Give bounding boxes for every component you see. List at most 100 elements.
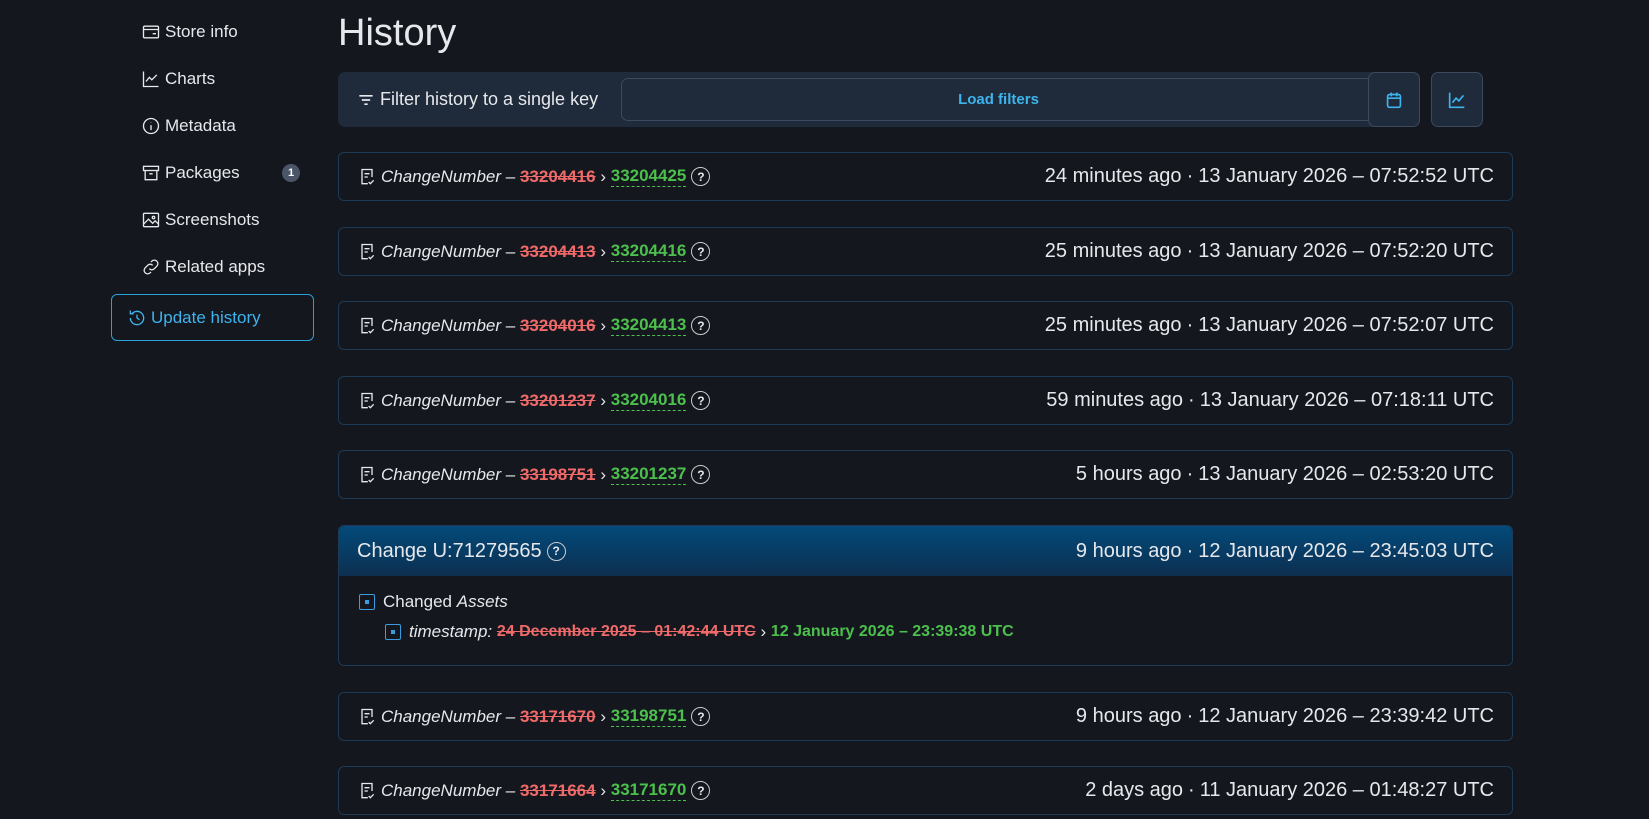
sidebar-item-label: Related apps xyxy=(165,257,266,276)
dash: – xyxy=(505,241,516,261)
changed-section: Changed Assets xyxy=(339,592,1512,612)
sidebar-item-packages[interactable]: Packages 1 xyxy=(126,153,314,193)
separator: · xyxy=(1186,539,1194,562)
separator: · xyxy=(1186,463,1194,485)
separator: · xyxy=(1186,705,1194,727)
page-title: History xyxy=(338,12,457,54)
history-row: ChangeNumber – 33201237 › 33204016? 59 m… xyxy=(338,376,1513,425)
timestamp: 11 January 2026 – 01:48:27 UTC xyxy=(1199,779,1494,801)
change-title: Change U:71279565 xyxy=(357,539,542,562)
timestamp: 13 January 2026 – 07:52:52 UTC xyxy=(1198,165,1494,187)
package-icon xyxy=(142,165,160,181)
timestamp: 12 January 2026 – 23:39:42 UTC xyxy=(1198,705,1494,727)
key-name: ChangeNumber xyxy=(381,315,502,335)
sidebar-item-label: Charts xyxy=(165,69,216,88)
sidebar-item-label: Metadata xyxy=(165,116,236,135)
key-name: ChangeNumber xyxy=(381,780,502,800)
old-value: 33198751 xyxy=(519,464,596,484)
new-value[interactable]: 33204416 xyxy=(610,241,687,262)
arrow: › xyxy=(600,241,606,261)
help-icon[interactable]: ? xyxy=(691,465,711,484)
sidebar-item-related-apps[interactable]: Related apps xyxy=(126,247,314,287)
timestamp: 13 January 2026 – 07:52:20 UTC xyxy=(1198,240,1494,262)
link-icon xyxy=(143,259,159,275)
old-value: 33204416 xyxy=(519,166,596,186)
help-icon[interactable]: ? xyxy=(691,391,711,410)
calendar-button[interactable] xyxy=(1368,72,1420,127)
time-ago: 59 minutes ago xyxy=(1046,389,1184,411)
square-dot-icon xyxy=(359,594,375,610)
arrow: › xyxy=(600,780,606,800)
new-value: 12 January 2026 – 23:39:38 UTC xyxy=(770,623,1014,640)
field-key: timestamp: xyxy=(409,622,493,641)
key-name: ChangeNumber xyxy=(381,241,502,261)
new-value[interactable]: 33204016 xyxy=(610,390,687,411)
time-ago: 9 hours ago xyxy=(1075,705,1182,727)
store-icon xyxy=(142,25,160,39)
history-row: ChangeNumber – 33204016 › 33204413? 25 m… xyxy=(338,301,1513,350)
help-icon[interactable]: ? xyxy=(691,781,711,800)
filter-bar: Filter history to a single key Load filt… xyxy=(338,72,1384,127)
document-check-icon xyxy=(361,708,375,725)
changed-field: timestamp: 24 December 2025 – 01:42:44 U… xyxy=(339,622,1512,642)
old-value: 33204016 xyxy=(519,315,596,335)
sidebar-item-label: Packages xyxy=(165,163,240,182)
new-value[interactable]: 33204413 xyxy=(610,315,687,336)
sidebar-item-label: Screenshots xyxy=(165,210,260,229)
document-check-icon xyxy=(361,243,375,260)
help-icon[interactable]: ? xyxy=(691,316,711,335)
help-icon[interactable]: ? xyxy=(691,707,711,726)
timestamp: 13 January 2026 – 07:52:07 UTC xyxy=(1198,314,1494,336)
new-value[interactable]: 33204425 xyxy=(610,166,687,187)
history-row: ChangeNumber – 33171664 › 33171670? 2 da… xyxy=(338,766,1513,815)
change-header: Change U:71279565? 9 hours ago · 12 Januar… xyxy=(339,526,1512,576)
new-value[interactable]: 33201237 xyxy=(610,464,687,485)
arrow: › xyxy=(600,390,606,410)
new-value[interactable]: 33198751 xyxy=(610,706,687,727)
document-check-icon xyxy=(361,317,375,334)
history-row: ChangeNumber – 33171670 › 33198751? 9 ho… xyxy=(338,692,1513,741)
square-dot-icon xyxy=(385,624,401,640)
help-icon[interactable]: ? xyxy=(546,541,566,561)
separator: · xyxy=(1186,165,1194,187)
sidebar-item-screenshots[interactable]: Screenshots xyxy=(126,200,314,240)
sidebar-item-store-info[interactable]: Store info xyxy=(126,12,314,52)
calendar-icon xyxy=(1386,92,1402,108)
history-row: ChangeNumber – 33204416 › 33204425? 24 m… xyxy=(338,152,1513,201)
time-ago: 9 hours ago xyxy=(1075,539,1182,562)
new-value[interactable]: 33171670 xyxy=(610,780,687,801)
dash: – xyxy=(505,464,516,484)
dash: – xyxy=(505,315,516,335)
history-icon xyxy=(129,310,145,325)
changed-label: Changed xyxy=(383,592,453,611)
filter-label: Filter history to a single key xyxy=(380,89,599,109)
arrow: › xyxy=(600,315,606,335)
arrow: › xyxy=(600,464,606,484)
sidebar-item-label: Update history xyxy=(151,307,261,327)
time-ago: 25 minutes ago xyxy=(1044,314,1182,336)
info-icon xyxy=(142,117,160,135)
key-name: ChangeNumber xyxy=(381,390,502,410)
load-filters-button[interactable]: Load filters xyxy=(621,78,1376,121)
old-value: 24 December 2025 – 01:42:44 UTC xyxy=(496,623,756,640)
old-value: 33171670 xyxy=(519,706,596,726)
key-name: ChangeNumber xyxy=(381,166,502,186)
time-ago: 25 minutes ago xyxy=(1044,240,1182,262)
sidebar-item-metadata[interactable]: Metadata xyxy=(126,106,314,146)
chart-view-button[interactable] xyxy=(1431,72,1483,127)
key-name: ChangeNumber xyxy=(381,464,502,484)
time-ago: 5 hours ago xyxy=(1075,463,1182,485)
arrow: › xyxy=(600,706,606,726)
help-icon[interactable]: ? xyxy=(691,242,711,261)
time-ago: 24 minutes ago xyxy=(1044,165,1182,187)
history-row: ChangeNumber – 33198751 › 33201237? 5 ho… xyxy=(338,450,1513,499)
sidebar: Store info Charts Metadata Packages 1 Screens… xyxy=(111,12,314,348)
timestamp: 12 January 2026 – 23:45:03 UTC xyxy=(1198,539,1494,562)
history-row: ChangeNumber – 33204413 › 33204416? 25 m… xyxy=(338,227,1513,276)
count-badge: 1 xyxy=(282,164,300,182)
help-icon[interactable]: ? xyxy=(691,167,711,186)
separator: · xyxy=(1188,389,1195,411)
dash: – xyxy=(505,780,516,800)
sidebar-item-update-history[interactable]: Update history xyxy=(111,294,314,341)
sidebar-item-charts[interactable]: Charts xyxy=(126,59,314,99)
